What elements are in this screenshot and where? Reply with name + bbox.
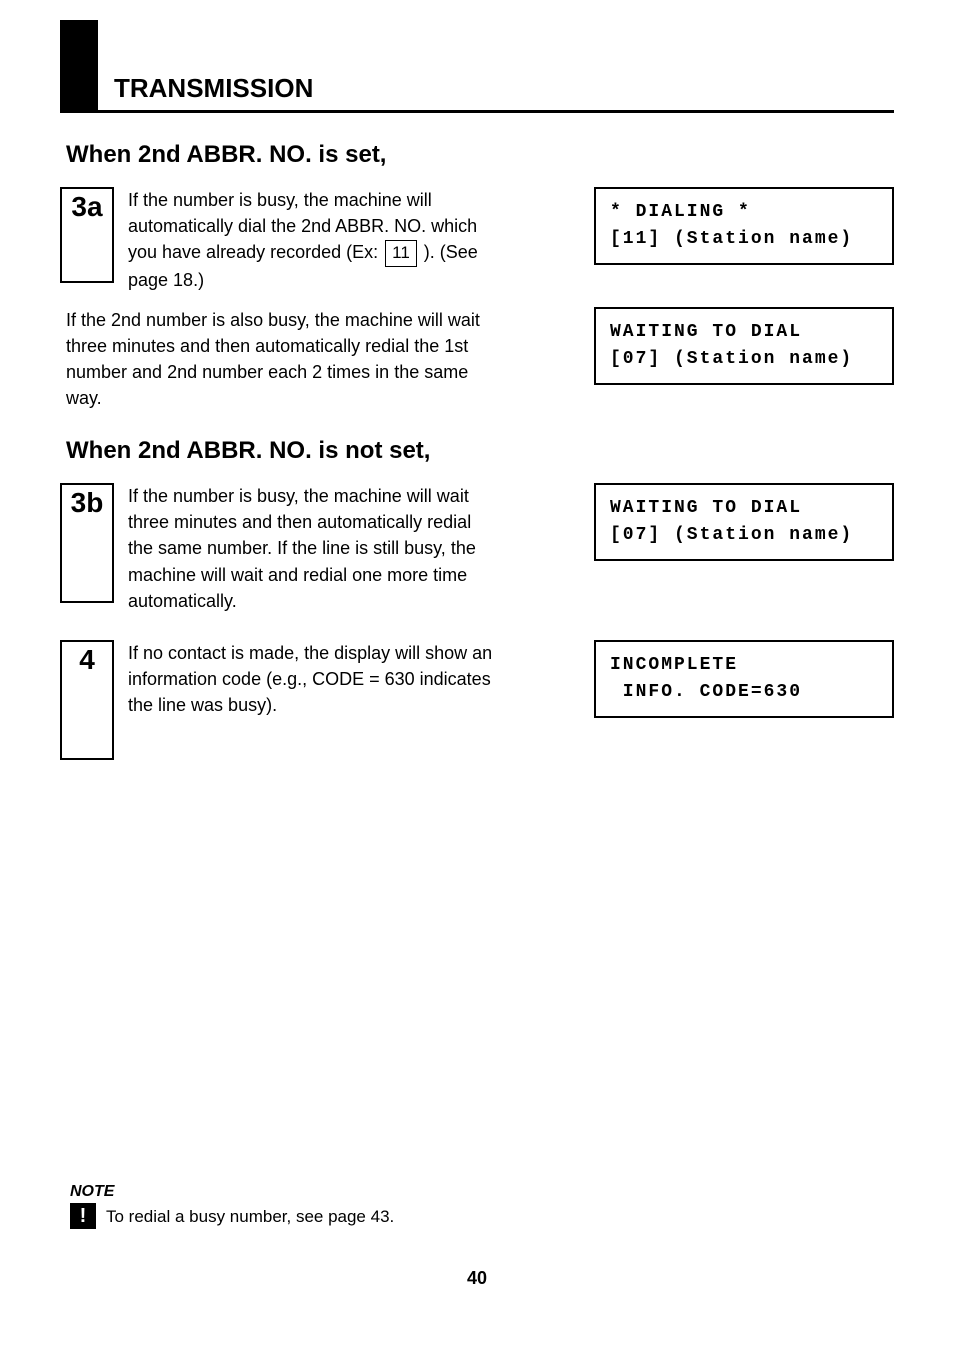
- step-3b-text: If the number is busy, the machine will …: [128, 483, 500, 613]
- exclamation-icon: !: [70, 1203, 96, 1229]
- header-title: TRANSMISSION: [114, 73, 313, 110]
- lcd-line: * DIALING *: [610, 202, 751, 222]
- note-block: NOTE ! To redial a busy number, see page…: [70, 1183, 394, 1229]
- step-3a-cont-text: If the 2nd number is also busy, the mach…: [60, 307, 500, 411]
- lcd-line: INCOMPLETE: [610, 655, 738, 675]
- lcd-line: [11] (Station name): [610, 229, 853, 249]
- lcd-line: [07] (Station name): [610, 349, 853, 369]
- lcd-line: [07] (Station name): [610, 525, 853, 545]
- inline-key-box: 11: [385, 240, 417, 267]
- step-3a-text: If the number is busy, the machine will …: [128, 187, 500, 293]
- section-b-heading: When 2nd ABBR. NO. is not set,: [66, 437, 894, 465]
- lcd-dialing: * DIALING * [11] (Station name): [594, 187, 894, 265]
- step-3b-row: 3b If the number is busy, the machine wi…: [60, 483, 894, 613]
- note-label: NOTE: [70, 1183, 394, 1201]
- step-3a-row: 3a If the number is busy, the machine wi…: [60, 187, 894, 293]
- lcd-display: INCOMPLETE INFO. CODE=630: [594, 640, 894, 718]
- note-text: To redial a busy number, see page 43.: [106, 1203, 394, 1227]
- step-3a-cont-row: If the 2nd number is also busy, the mach…: [60, 307, 894, 411]
- section-a-heading: When 2nd ABBR. NO. is set,: [66, 141, 894, 169]
- lcd-line: WAITING TO DIAL: [610, 322, 802, 342]
- step-4-row: 4 If no contact is made, the display wil…: [60, 640, 894, 760]
- step-3b-box: 3b: [60, 483, 114, 603]
- note-row: NOTE ! To redial a busy number, see page…: [70, 1183, 394, 1229]
- header-marker: [60, 20, 98, 110]
- lcd-waiting-b: WAITING TO DIAL [07] (Station name): [594, 483, 894, 561]
- header-row: TRANSMISSION: [60, 20, 894, 113]
- step-3b-left: 3b If the number is busy, the machine wi…: [60, 483, 500, 613]
- step-4-left: 4 If no contact is made, the display wil…: [60, 640, 500, 760]
- lcd-line: WAITING TO DIAL: [610, 498, 802, 518]
- page-number: 40: [0, 1268, 954, 1289]
- step-4-box: 4: [60, 640, 114, 760]
- page: TRANSMISSION When 2nd ABBR. NO. is set, …: [0, 0, 954, 1349]
- step-3a-box: 3a: [60, 187, 114, 283]
- lcd-display: WAITING TO DIAL [07] (Station name): [594, 483, 894, 561]
- lcd-waiting-a: WAITING TO DIAL [07] (Station name): [594, 307, 894, 385]
- lcd-display: WAITING TO DIAL [07] (Station name): [594, 307, 894, 385]
- step-4-text: If no contact is made, the display will …: [128, 640, 500, 718]
- lcd-incomplete: INCOMPLETE INFO. CODE=630: [594, 640, 894, 718]
- step-3a-left: 3a If the number is busy, the machine wi…: [60, 187, 500, 293]
- lcd-line: INFO. CODE=630: [610, 682, 802, 702]
- lcd-display: * DIALING * [11] (Station name): [594, 187, 894, 265]
